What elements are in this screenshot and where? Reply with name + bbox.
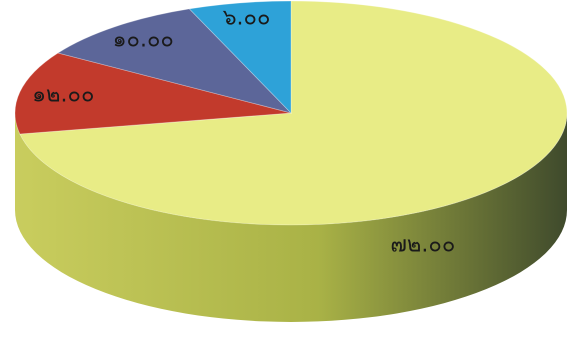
pie-data-label-3: ๖.๐๐	[223, 5, 271, 30]
pie-slices	[14, 0, 568, 226]
pie-data-label-2: ๑๐.๐๐	[113, 28, 174, 53]
pie-wall-shape	[15, 113, 567, 322]
pie-labels: ๗๒.๐๐ ๑๒.๐๐ ๑๐.๐๐ ๖.๐๐	[32, 5, 455, 257]
pie-slice-2	[56, 8, 293, 114]
pie-data-label-1: ๑๒.๐๐	[32, 82, 94, 107]
pie-slice-0	[19, 0, 568, 226]
pie-data-label-0: ๗๒.๐๐	[390, 232, 455, 257]
pie-slice-1	[14, 52, 292, 135]
pie-slice-3	[188, 0, 292, 114]
pie-side-wall	[15, 113, 567, 322]
